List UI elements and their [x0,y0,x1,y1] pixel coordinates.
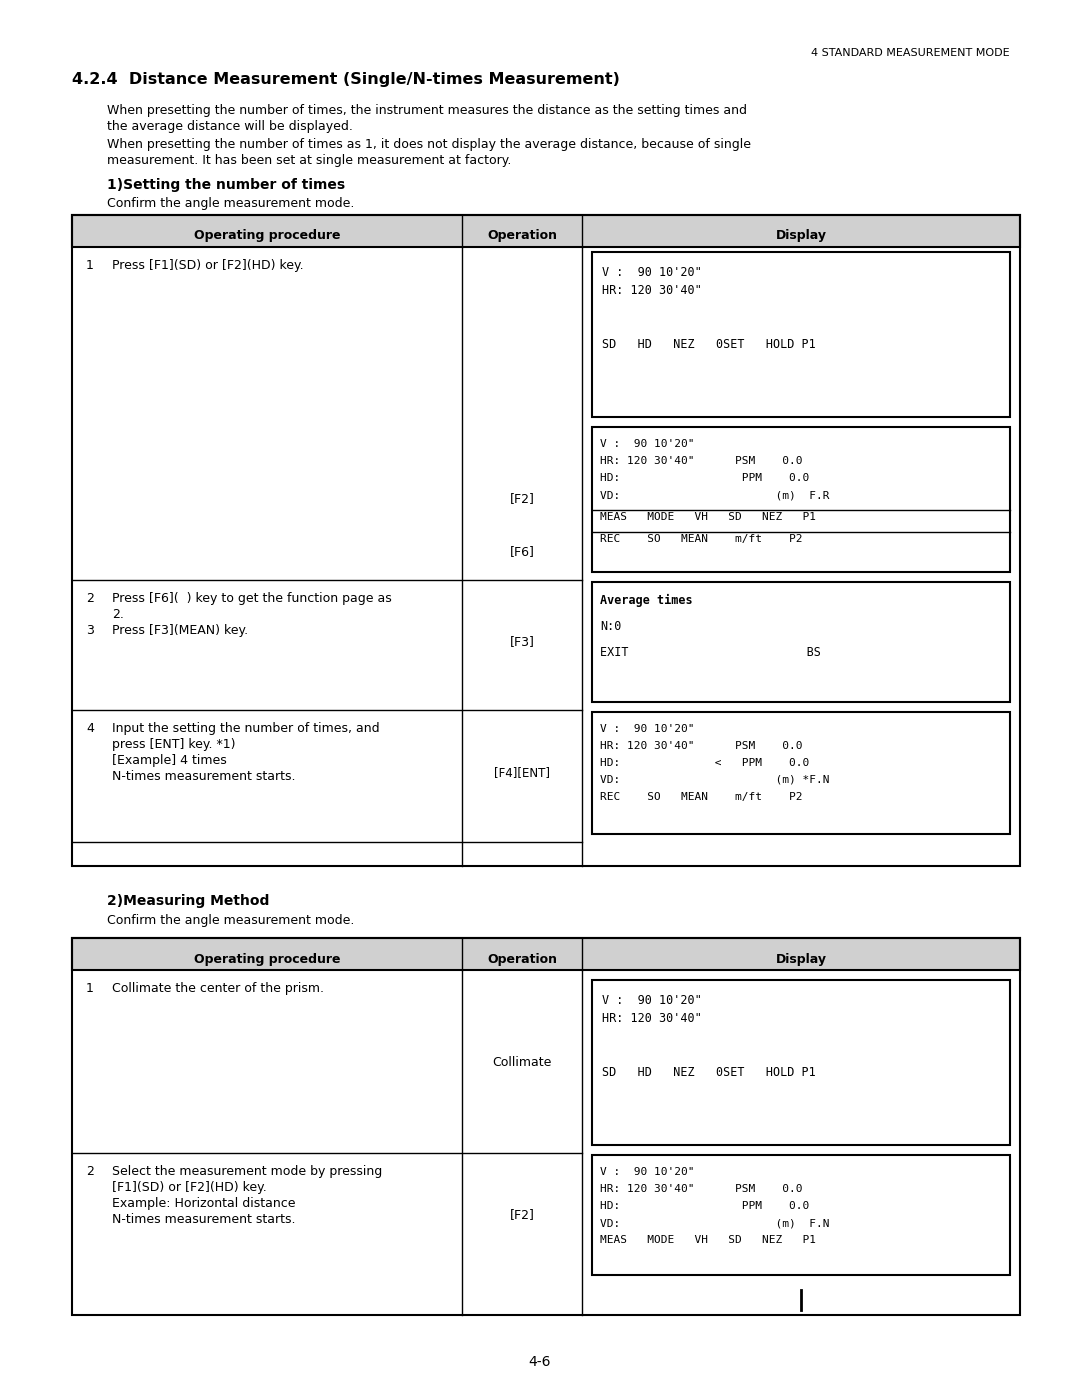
Text: HD:                  PPM    0.0: HD: PPM 0.0 [600,474,809,483]
Text: Example: Horizontal distance: Example: Horizontal distance [112,1197,296,1210]
Bar [592,583,1010,703]
Text: VD:                       (m)  F.R: VD: (m) F.R [600,490,829,500]
Text: press [ENT] key. *1): press [ENT] key. *1) [112,738,235,752]
Text: N:0: N:0 [600,620,621,633]
Bar [592,712,1010,834]
Text: Press [F3](MEAN) key.: Press [F3](MEAN) key. [112,624,248,637]
Text: Confirm the angle measurement mode.: Confirm the angle measurement mode. [107,197,354,210]
Text: [F2]: [F2] [510,493,535,506]
Text: When presetting the number of times as 1, it does not display the average distan: When presetting the number of times as 1… [107,138,751,151]
Text: [Example] 4 times: [Example] 4 times [112,754,227,767]
Text: VD:                       (m) *F.N: VD: (m) *F.N [600,775,829,785]
Text: Press [F1](SD) or [F2](HD) key.: Press [F1](SD) or [F2](HD) key. [112,258,303,272]
Text: HR: 120 30'40"      PSM    0.0: HR: 120 30'40" PSM 0.0 [600,740,802,752]
Text: V :  90 10'20": V : 90 10'20" [600,439,694,448]
Text: HD:                  PPM    0.0: HD: PPM 0.0 [600,1201,809,1211]
Text: REC    SO   MEAN    m/ft    P2: REC SO MEAN m/ft P2 [600,792,802,802]
Text: measurement. It has been set at single measurement at factory.: measurement. It has been set at single m… [107,154,511,168]
Text: N-times measurement starts.: N-times measurement starts. [112,1213,296,1227]
Text: MEAS   MODE   VH   SD   NEZ   P1: MEAS MODE VH SD NEZ P1 [600,1235,816,1245]
Text: V :  90 10'20": V : 90 10'20" [600,724,694,733]
Text: HR: 120 30'40": HR: 120 30'40" [602,1011,702,1025]
Text: EXIT                         BS: EXIT BS [600,645,821,659]
Bar [592,1155,1010,1275]
Text: 4.2.4  Distance Measurement (Single/N-times Measurement): 4.2.4 Distance Measurement (Single/N-tim… [72,73,620,87]
Text: [F2]: [F2] [510,1208,535,1221]
Text: Operating procedure: Operating procedure [193,953,340,965]
Text: Collimate: Collimate [492,1056,552,1069]
Text: Confirm the angle measurement mode.: Confirm the angle measurement mode. [107,914,354,928]
Text: Collimate the center of the prism.: Collimate the center of the prism. [112,982,324,995]
Text: 2: 2 [86,1165,94,1178]
Text: [F4][ENT]: [F4][ENT] [494,767,550,780]
Text: MEAS   MODE   VH   SD   NEZ   P1: MEAS MODE VH SD NEZ P1 [600,511,816,522]
Bar [72,215,1020,866]
Text: REC    SO   MEAN    m/ft    P2: REC SO MEAN m/ft P2 [600,534,802,543]
Text: [F1](SD) or [F2](HD) key.: [F1](SD) or [F2](HD) key. [112,1180,267,1194]
Text: HR: 120 30'40": HR: 120 30'40" [602,284,702,298]
Text: HR: 120 30'40"      PSM    0.0: HR: 120 30'40" PSM 0.0 [600,1185,802,1194]
Text: Display: Display [775,953,826,965]
Bar [592,427,1010,571]
Text: 2.: 2. [112,608,124,622]
Text: 1: 1 [86,982,94,995]
Text: Operation: Operation [487,229,557,243]
Bar [592,981,1010,1146]
Text: HR: 120 30'40"      PSM    0.0: HR: 120 30'40" PSM 0.0 [600,455,802,467]
Text: 4-6: 4-6 [529,1355,551,1369]
Text: Press [F6](  ) key to get the function page as: Press [F6]( ) key to get the function pa… [112,592,392,605]
Text: HD:              <   PPM    0.0: HD: < PPM 0.0 [600,759,809,768]
Bar [72,937,1020,1315]
Text: Operating procedure: Operating procedure [193,229,340,243]
Text: When presetting the number of times, the instrument measures the distance as the: When presetting the number of times, the… [107,103,747,117]
Text: 2: 2 [86,592,94,605]
Text: Input the setting the number of times, and: Input the setting the number of times, a… [112,722,380,735]
Text: 2)Measuring Method: 2)Measuring Method [107,894,269,908]
Text: 1)Setting the number of times: 1)Setting the number of times [107,177,346,191]
Text: 4 STANDARD MEASUREMENT MODE: 4 STANDARD MEASUREMENT MODE [811,47,1010,59]
Text: the average distance will be displayed.: the average distance will be displayed. [107,120,353,133]
Text: Select the measurement mode by pressing: Select the measurement mode by pressing [112,1165,382,1178]
Text: V :  90 10'20": V : 90 10'20" [602,265,702,279]
Text: [F6]: [F6] [510,545,535,559]
Text: 3: 3 [86,624,94,637]
Text: N-times measurement starts.: N-times measurement starts. [112,770,296,782]
Text: VD:                       (m)  F.N: VD: (m) F.N [600,1218,829,1228]
Bar [592,251,1010,416]
Bar [72,215,1020,247]
Text: 1: 1 [86,258,94,272]
Text: SD   HD   NEZ   0SET   HOLD P1: SD HD NEZ 0SET HOLD P1 [602,1066,815,1078]
Text: SD   HD   NEZ   0SET   HOLD P1: SD HD NEZ 0SET HOLD P1 [602,338,815,351]
Text: V :  90 10'20": V : 90 10'20" [602,995,702,1007]
Text: V :  90 10'20": V : 90 10'20" [600,1166,694,1178]
Bar [72,937,1020,970]
Text: Display: Display [775,229,826,243]
Text: Average times: Average times [600,594,692,608]
Text: Operation: Operation [487,953,557,965]
Text: [F3]: [F3] [510,636,535,648]
Text: 4: 4 [86,722,94,735]
